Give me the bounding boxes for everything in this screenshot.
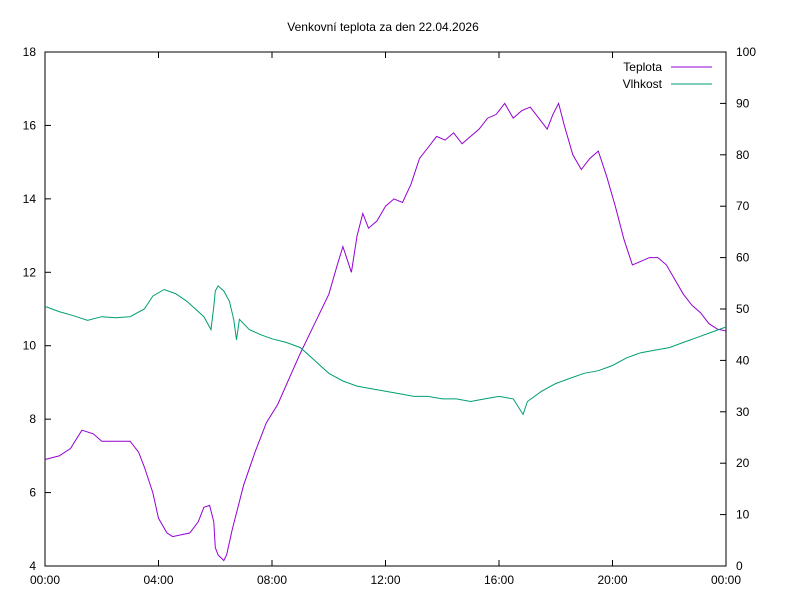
x-tick-label: 12:00 [370,573,400,587]
x-tick-label: 08:00 [257,573,287,587]
y-left-tick-label: 4 [29,559,36,573]
y-right-tick-label: 20 [736,456,750,470]
y-right-tick-label: 90 [736,96,750,110]
y-right-tick-label: 0 [736,559,743,573]
y-axis-right: 0 10 20 30 40 50 60 70 80 90 100 [720,45,756,573]
y-right-tick-label: 70 [736,199,750,213]
x-tick-label: 00:00 [30,573,60,587]
x-axis: 00:00 04:00 08:00 12:00 16:00 20:00 00:00 [30,52,741,587]
y-left-tick-label: 14 [23,192,37,206]
series-layer [44,102,727,562]
y-axis-left: 4 6 8 10 12 14 16 18 [23,45,51,573]
series-line-teplota [44,102,727,562]
y-right-tick-label: 40 [736,353,750,367]
y-right-tick-label: 10 [736,508,750,522]
y-left-tick-label: 18 [23,45,37,59]
x-tick-label: 00:00 [711,573,741,587]
x-tick-label: 20:00 [597,573,627,587]
series-line-vlhkost [44,285,727,416]
y-right-tick-label: 80 [736,148,750,162]
legend-label-vlhkost: Vlhkost [623,77,663,91]
y-right-tick-label: 60 [736,251,750,265]
y-right-tick-label: 100 [736,45,756,59]
y-left-tick-label: 16 [23,118,37,132]
plot-frame [44,51,727,567]
y-right-tick-label: 50 [736,302,750,316]
y-left-tick-label: 10 [23,339,37,353]
x-tick-label: 04:00 [143,573,173,587]
legend: Teplota Vlhkost [623,60,712,91]
legend-label-teplota: Teplota [623,60,662,74]
y-left-tick-label: 12 [23,265,37,279]
chart-title: Venkovní teplota za den 22.04.2026 [287,20,479,34]
y-left-tick-label: 8 [29,412,36,426]
y-right-tick-label: 30 [736,405,750,419]
y-left-tick-label: 6 [29,486,36,500]
x-tick-label: 16:00 [484,573,514,587]
